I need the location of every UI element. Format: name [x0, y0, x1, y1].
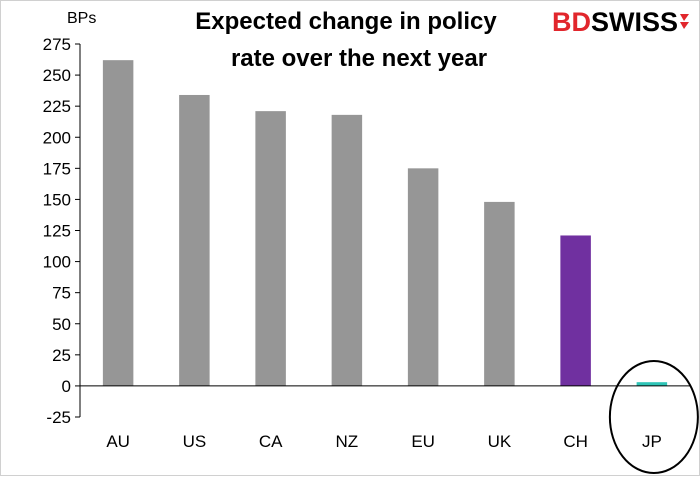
x-category-label-au: AU: [106, 432, 130, 451]
highlight-ellipse: [608, 360, 699, 474]
y-tick-label: 275: [43, 35, 71, 54]
y-tick-label: -25: [46, 408, 71, 427]
brand-logo: BDSWISS: [552, 7, 689, 37]
y-tick-label: 50: [52, 315, 71, 334]
plot-area: -25 0 25 50 75 100 125 150 175 200 225 250 275 AU US CA…: [43, 35, 699, 474]
x-category-label-ca: CA: [259, 432, 283, 451]
x-category-label-nz: NZ: [336, 432, 359, 451]
y-tick-label: 125: [43, 222, 71, 241]
y-axis-unit-label: BPs: [67, 10, 96, 27]
x-category-label-ch: CH: [563, 432, 588, 451]
logo-part-bd: BD: [552, 7, 591, 37]
svg-text:BDSWISS: BDSWISS: [552, 7, 678, 37]
chart-title-line-1: Expected change in policy: [195, 8, 497, 35]
x-category-label-eu: EU: [411, 432, 435, 451]
bar-jp: [636, 382, 668, 386]
y-tick-label: 25: [52, 346, 71, 365]
y-tick-label: 150: [43, 190, 71, 209]
y-tick-label: 100: [43, 253, 71, 272]
x-category-label-us: US: [183, 432, 207, 451]
y-tick-label: 175: [43, 159, 71, 178]
y-tick-label: 225: [43, 97, 71, 116]
y-tick-label: 200: [43, 128, 71, 147]
bar-au: [102, 60, 134, 386]
bar-uk: [484, 201, 515, 386]
y-tick-label: 250: [43, 66, 71, 85]
y-tick-label: 75: [52, 284, 71, 303]
logo-part-swiss: SWISS: [591, 7, 678, 37]
chart-title-line-2: rate over the next year: [231, 45, 487, 72]
bar-ch: [560, 235, 591, 386]
bar-nz: [331, 114, 363, 386]
y-tick-label: 0: [62, 377, 71, 396]
logo-chevron-icon: [680, 14, 689, 29]
bar-eu: [407, 168, 439, 386]
bar-us: [179, 94, 210, 386]
bar-ca: [255, 111, 286, 386]
x-category-label-uk: UK: [488, 432, 512, 451]
x-category-label-jp: JP: [642, 432, 662, 451]
